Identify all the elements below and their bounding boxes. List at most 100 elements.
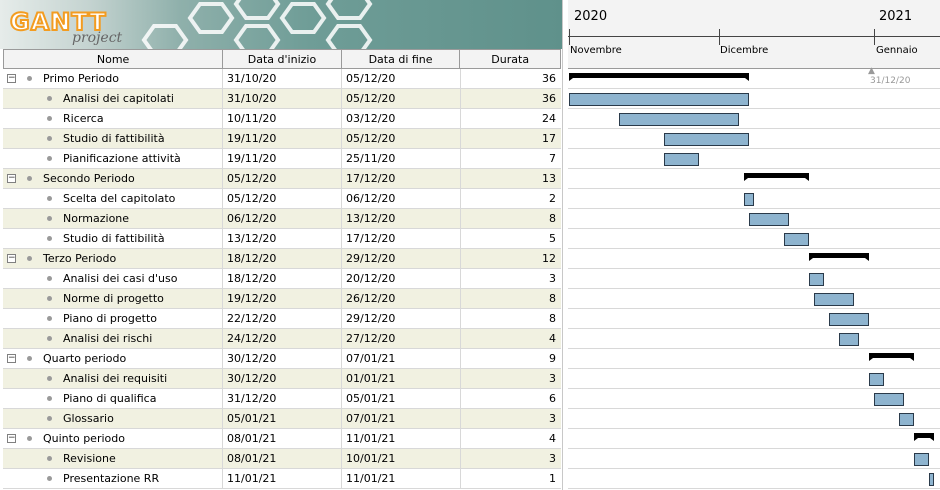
collapse-toggle-icon[interactable]: − [7,433,16,443]
cell-name: Norme di progetto [3,289,223,308]
task-name: Terzo Periodo [43,252,117,265]
summary-bar[interactable] [914,433,934,441]
task-bar[interactable] [569,93,749,106]
summary-bar[interactable] [744,173,809,181]
task-duration: 7 [549,152,556,165]
task-name: Piano di qualifica [63,392,157,405]
task-bar[interactable] [619,113,739,126]
summary-bar[interactable] [809,253,869,261]
task-row[interactable]: Pianificazione attività 19/11/20 25/11/20 7 [3,149,561,169]
task-duration: 2 [549,192,556,205]
task-bar[interactable] [664,153,699,166]
cell-name: Piano di progetto [3,309,223,328]
task-group-row[interactable]: − Primo Periodo 31/10/20 05/12/20 36 [3,69,561,89]
task-duration: 3 [549,272,556,285]
task-duration: 36 [542,92,556,105]
gantt-row [568,129,940,149]
column-header-name[interactable]: Nome [4,50,224,68]
task-end-date: 07/01/21 [342,409,461,428]
task-duration: 17 [542,132,556,145]
column-header-duration[interactable]: Durata [491,52,530,66]
task-row[interactable]: Studio di fattibilità 13/12/20 17/12/20 5 [3,229,561,249]
cell-name: Revisione [3,449,223,468]
task-group-row[interactable]: − Quinto periodo 08/01/21 11/01/21 4 [3,429,561,449]
task-row[interactable]: Studio di fattibilità 19/11/20 05/12/20 17 [3,129,561,149]
task-row[interactable]: Piano di progetto 22/12/20 29/12/20 8 [3,309,561,329]
task-bar[interactable] [744,193,754,206]
task-bar[interactable] [749,213,789,226]
task-row[interactable]: Glossario 05/01/21 07/01/21 3 [3,409,561,429]
task-group-row[interactable]: − Quarto periodo 30/12/20 07/01/21 9 [3,349,561,369]
gantt-row [568,149,940,169]
task-bar[interactable] [784,233,809,246]
today-date-label: 31/12/20 [870,76,911,86]
gantt-row [568,69,940,89]
task-group-row[interactable]: − Secondo Periodo 05/12/20 17/12/20 13 [3,169,561,189]
task-bar[interactable] [809,273,824,286]
task-row[interactable]: Normazione 06/12/20 13/12/20 8 [3,209,561,229]
task-end-date: 06/12/20 [342,189,461,208]
task-name: Piano di progetto [63,312,158,325]
task-start-date: 22/12/20 [223,309,342,328]
task-row[interactable]: Norme di progetto 19/12/20 26/12/20 8 [3,289,561,309]
task-duration: 8 [549,292,556,305]
task-bar[interactable] [874,393,904,406]
gantt-row [568,89,940,109]
task-bar[interactable] [899,413,914,426]
task-row[interactable]: Revisione 08/01/21 10/01/21 3 [3,449,561,469]
task-row[interactable]: Analisi dei capitolati 31/10/20 05/12/20 36 [3,89,561,109]
task-name: Normazione [63,212,130,225]
table-header: Nome Data d'inizio Data di fine Durata [3,49,561,69]
task-row[interactable]: Piano di qualifica 31/12/20 05/01/21 6 [3,389,561,409]
cell-name: Scelta del capitolato [3,189,223,208]
cell-name: Presentazione RR [3,469,223,488]
column-header-start[interactable]: Data d'inizio [223,50,342,68]
task-row[interactable]: Presentazione RR 11/01/21 11/01/21 1 [3,469,561,489]
task-start-date: 05/12/20 [223,169,342,188]
task-start-date: 10/11/20 [223,109,342,128]
cell-name: Normazione [3,209,223,228]
task-bar[interactable] [929,473,934,486]
task-duration: 12 [542,252,556,265]
task-row[interactable]: Scelta del capitolato 05/12/20 06/12/20 2 [3,189,561,209]
task-bar[interactable] [914,453,929,466]
gantt-row [568,369,940,389]
collapse-toggle-icon[interactable]: − [7,353,16,363]
task-bar[interactable] [869,373,884,386]
month-tick [719,29,720,45]
task-start-date: 05/12/20 [223,189,342,208]
task-row[interactable]: Analisi dei casi d'uso 18/12/20 20/12/20 3 [3,269,561,289]
task-end-date: 13/12/20 [342,209,461,228]
task-start-date: 13/12/20 [223,229,342,248]
cell-name: − Quinto periodo [3,429,223,448]
task-bar[interactable] [829,313,869,326]
task-bar[interactable] [814,293,854,306]
task-row[interactable]: Analisi dei requisiti 30/12/20 01/01/21 3 [3,369,561,389]
task-bar[interactable] [664,133,749,146]
column-header-end[interactable]: Data di fine [342,50,461,68]
task-name: Norme di progetto [63,292,164,305]
summary-bar[interactable] [869,353,914,361]
task-row[interactable]: Analisi dei rischi 24/12/20 27/12/20 4 [3,329,561,349]
task-bullet-icon [47,476,52,481]
cell-name: Ricerca [3,109,223,128]
task-name: Secondo Periodo [43,172,135,185]
task-name: Glossario [63,412,114,425]
task-bar[interactable] [839,333,859,346]
panel-splitter[interactable] [562,0,568,490]
gantt-row [568,269,940,289]
task-duration: 3 [549,412,556,425]
collapse-toggle-icon[interactable]: − [7,253,16,263]
task-row[interactable]: Ricerca 10/11/20 03/12/20 24 [3,109,561,129]
task-end-date: 25/11/20 [342,149,461,168]
collapse-toggle-icon[interactable]: − [7,173,16,183]
task-duration: 3 [549,452,556,465]
task-end-date: 17/12/20 [342,169,461,188]
task-group-row[interactable]: − Terzo Periodo 18/12/20 29/12/20 12 [3,249,561,269]
cell-name: Analisi dei casi d'uso [3,269,223,288]
summary-bar[interactable] [569,73,749,81]
task-bullet-icon [47,316,52,321]
task-name: Studio di fattibilità [63,232,165,245]
collapse-toggle-icon[interactable]: − [7,73,16,83]
task-start-date: 18/12/20 [223,269,342,288]
